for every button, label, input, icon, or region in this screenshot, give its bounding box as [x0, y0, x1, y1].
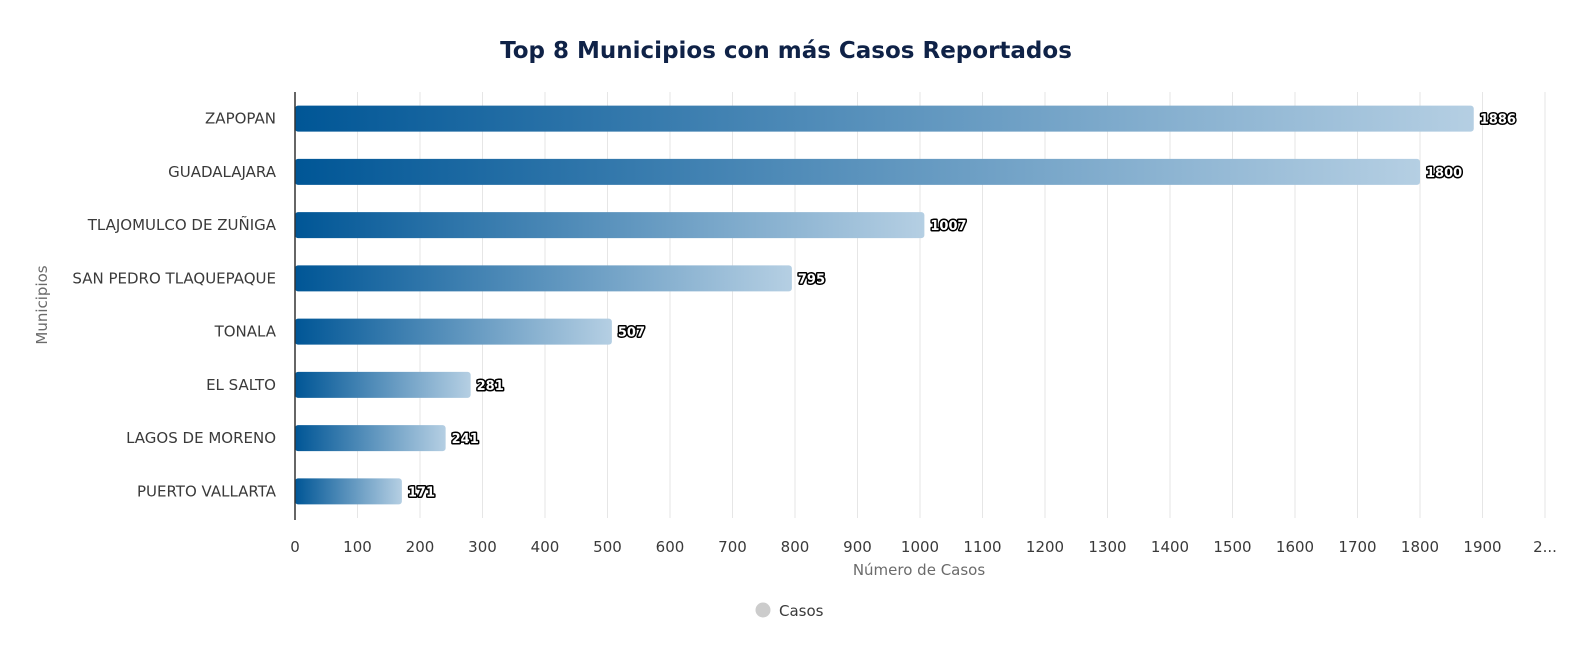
x-tick-label: 1000: [901, 538, 939, 556]
x-tick-label: 1100: [963, 538, 1001, 556]
data-label: 507: [618, 326, 645, 341]
category-label: GUADALAJARA: [168, 163, 277, 181]
grid-lines: [357, 92, 1546, 518]
category-label: ZAPOPAN: [205, 110, 276, 128]
data-label: 1800: [1426, 166, 1462, 181]
x-tick-label: 900: [843, 538, 872, 556]
x-axis-title: Número de Casos: [853, 561, 986, 579]
bar[interactable]: [295, 265, 792, 292]
x-tick-label: 1900: [1463, 538, 1501, 556]
legend-label-casos[interactable]: Casos: [779, 602, 824, 620]
bar[interactable]: [295, 105, 1474, 132]
bar[interactable]: [295, 212, 925, 239]
y-axis-title: Municipios: [33, 265, 51, 344]
category-label: TONALA: [214, 323, 277, 341]
data-label: 281: [477, 379, 504, 394]
bars: 1886 1800 1007 795 507 281 241 171: [295, 105, 1517, 505]
category-label: EL SALTO: [206, 376, 276, 394]
bar[interactable]: [295, 371, 471, 398]
data-label: 171: [408, 485, 435, 500]
bar[interactable]: [295, 318, 612, 345]
bar[interactable]: [295, 158, 1420, 185]
x-tick-label: 0: [290, 538, 300, 556]
x-tick-label: 100: [343, 538, 372, 556]
x-tick-label: 300: [468, 538, 497, 556]
legend[interactable]: Casos: [755, 602, 824, 620]
x-tick-label: 1700: [1338, 538, 1376, 556]
x-tick-label: 500: [593, 538, 622, 556]
category-label: PUERTO VALLARTA: [137, 482, 277, 500]
x-tick-label: 1200: [1026, 538, 1064, 556]
data-label: 1007: [930, 219, 966, 234]
data-label: 1886: [1480, 113, 1516, 128]
x-tick-label: 1800: [1401, 538, 1439, 556]
category-label: TLAJOMULCO DE ZUÑIGA: [87, 215, 277, 234]
x-tick-label: 600: [656, 538, 685, 556]
category-label: LAGOS DE MORENO: [126, 429, 276, 447]
axes: 0 100 200 300 400 500 600 700 800 900 1000 1100 1200…: [72, 92, 1557, 556]
x-tick-label: 2...: [1533, 538, 1557, 556]
category-label: SAN PEDRO TLAQUEPAQUE: [72, 269, 276, 287]
x-tick-label: 400: [531, 538, 560, 556]
x-tick-label: 800: [781, 538, 810, 556]
data-label: 795: [798, 272, 825, 287]
data-label: 241: [452, 432, 479, 447]
x-tick-label: 1400: [1151, 538, 1189, 556]
bar[interactable]: [295, 478, 402, 505]
x-tick-label: 1300: [1088, 538, 1126, 556]
bar[interactable]: [295, 425, 446, 452]
x-tick-label: 1500: [1213, 538, 1251, 556]
x-tick-label: 1600: [1276, 538, 1314, 556]
x-tick-label: 200: [406, 538, 435, 556]
x-tick-label: 700: [718, 538, 747, 556]
chart-title: Top 8 Municipios con más Casos Reportado…: [500, 38, 1072, 64]
legend-marker[interactable]: [755, 602, 771, 618]
